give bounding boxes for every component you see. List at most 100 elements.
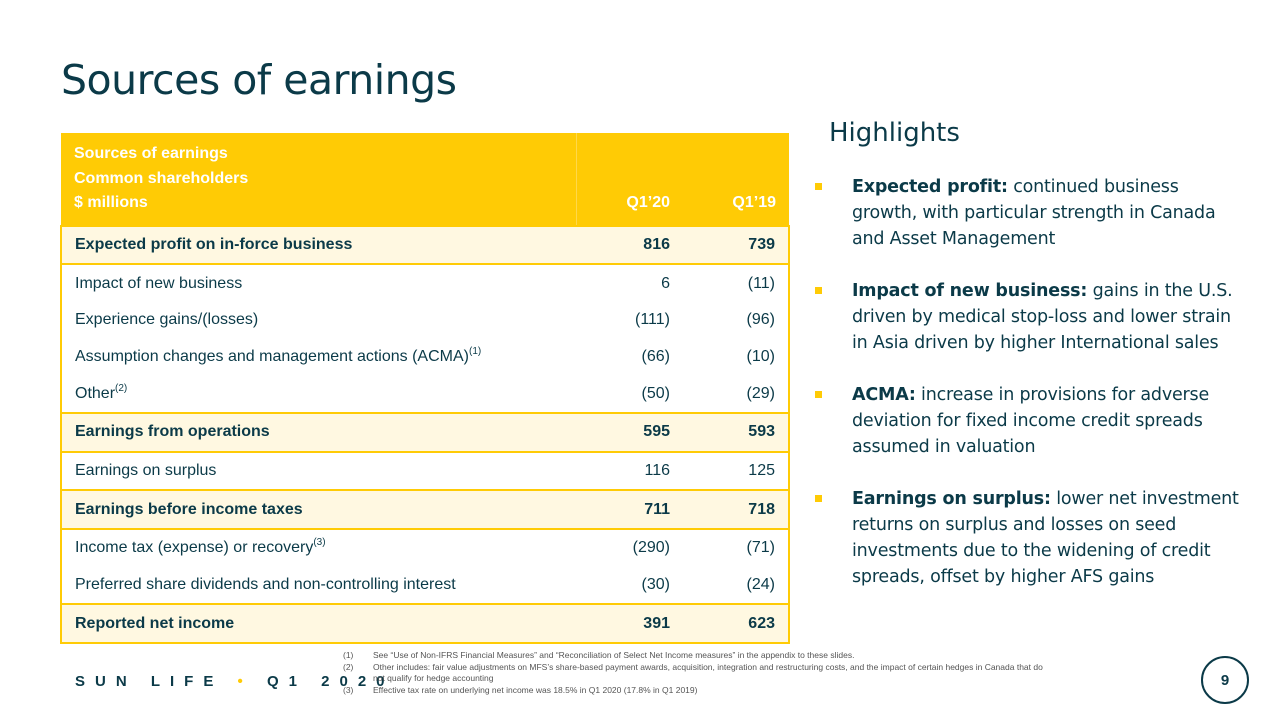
- row-label-text: Experience gains/(losses): [75, 311, 259, 329]
- value-q1-20: 391: [576, 604, 683, 644]
- highlights-panel: Highlights Expected profit: continued bu…: [815, 118, 1249, 616]
- footnote-ref: (1): [468, 345, 482, 357]
- value-q1-19: 125: [748, 461, 775, 479]
- highlight-text: continued business growth, with particul…: [852, 177, 1216, 249]
- value-q1-19: (11): [747, 274, 775, 292]
- brand-period: Q1 2020: [266, 673, 395, 690]
- row-label-text: Earnings before income taxes: [75, 500, 303, 518]
- table-body: Expected profit on in-force business 816 7…: [61, 225, 789, 644]
- table-row: Assumption changes and management action…: [61, 338, 789, 376]
- value-q1-19: 739: [683, 225, 789, 265]
- footnote-text: Effective tax rate on underlying net inc…: [373, 684, 698, 695]
- value-q1-19: (10): [746, 347, 775, 365]
- highlight-item: ACMA: increase in provisions for adverse…: [815, 382, 1249, 460]
- footnote-item: (2) Other includes: fair value adjustment…: [343, 662, 1053, 685]
- row-label: Earnings from operations: [61, 412, 577, 452]
- square-bullet-icon: [815, 287, 822, 294]
- value-q1-20: (50): [641, 384, 670, 402]
- table-row: Experience gains/(losses) (111) (96): [61, 301, 789, 339]
- sources-of-earnings-table: Sources of earnings Common shareholders …: [60, 133, 790, 644]
- table-row: Earnings from operations 595 593: [61, 412, 789, 452]
- brand-name: SUN LIFE: [75, 673, 224, 690]
- value-q1-19: (29): [746, 384, 775, 402]
- row-label-text: Preferred share dividends and non-contro…: [75, 576, 456, 594]
- table-row: Other(2) (50) (29): [61, 375, 789, 413]
- row-label: Reported net income: [61, 604, 577, 644]
- column-header-q1-20: Q1’20: [576, 133, 683, 226]
- value-q1-19: (71): [746, 539, 775, 557]
- brand-footer: SUN LIFE • Q1 2020: [75, 673, 395, 690]
- highlight-text: gains in the U.S. driven by medical stop…: [852, 281, 1233, 353]
- table-row: Income tax (expense) or recovery(3) (290)…: [61, 529, 789, 567]
- page-number-badge: 9: [1201, 656, 1249, 704]
- row-label: Earnings before income taxes: [61, 490, 577, 529]
- row-label: Other(2): [61, 375, 577, 413]
- row-label-text: Income tax (expense) or recovery: [75, 539, 314, 557]
- footnotes: (1) See “Use of Non-IFRS Financial Measur…: [343, 650, 1053, 696]
- highlights-list: Expected profit: continued business grow…: [815, 174, 1249, 590]
- page-number: 9: [1220, 671, 1230, 689]
- highlights-title: Highlights: [829, 118, 960, 148]
- value-q1-20: 816: [576, 225, 683, 265]
- footnote-number: (1): [343, 650, 354, 660]
- footnote-item: (3) Effective tax rate on underlying net …: [343, 685, 1053, 697]
- row-label-text: Earnings on surplus: [75, 461, 217, 479]
- row-label-text: Earnings from operations: [75, 423, 270, 441]
- square-bullet-icon: [815, 495, 822, 502]
- page-title: Sources of earnings: [61, 56, 457, 104]
- header-line-2: Common shareholders: [74, 169, 249, 187]
- row-label: Earnings on surplus: [61, 452, 577, 491]
- value-q1-20: 595: [576, 412, 683, 452]
- value-q1-19: 718: [683, 490, 789, 529]
- table-header-row: Sources of earnings Common shareholders …: [61, 133, 789, 226]
- row-label-text: Expected profit on in-force business: [75, 235, 353, 253]
- column-header-q1-19: Q1’19: [683, 133, 789, 226]
- value-q1-20: 116: [644, 461, 670, 479]
- highlight-heading: Earnings on surplus:: [852, 489, 1051, 509]
- value-q1-20: 6: [661, 274, 670, 292]
- row-label: Expected profit on in-force business: [61, 225, 577, 265]
- table-row: Preferred share dividends and non-contro…: [61, 566, 789, 605]
- header-line-3: $ millions: [74, 194, 148, 211]
- table-row: Reported net income 391 623: [61, 604, 789, 644]
- value-q1-20: 711: [576, 490, 683, 529]
- highlight-text: lower net investment returns on surplus …: [852, 489, 1239, 587]
- value-q1-20: (66): [641, 347, 670, 365]
- value-q1-19: 593: [683, 412, 789, 452]
- footnote-ref: (2): [115, 382, 128, 394]
- square-bullet-icon: [815, 391, 822, 398]
- footnote-number: (3): [343, 684, 354, 695]
- row-label-text: Impact of new business: [75, 274, 243, 292]
- value-q1-19: (96): [746, 311, 775, 329]
- footnote-ref: (3): [313, 537, 326, 549]
- value-q1-20: (30): [641, 576, 670, 594]
- header-label-cell: Sources of earnings Common shareholders …: [61, 133, 577, 226]
- row-label-text: Reported net income: [75, 614, 235, 632]
- bullet-dot-icon: •: [237, 673, 253, 690]
- value-q1-20: (111): [635, 311, 670, 329]
- row-label: Assumption changes and management action…: [61, 339, 577, 376]
- table-row: Impact of new business 6 (11): [61, 264, 789, 302]
- footnote-text: See “Use of Non-IFRS Financial Measures”…: [373, 650, 855, 660]
- highlight-heading: ACMA:: [852, 385, 916, 405]
- highlight-heading: Expected profit:: [852, 177, 1008, 197]
- row-label: Experience gains/(losses): [61, 302, 577, 339]
- row-label-text: Assumption changes and management action…: [75, 347, 469, 365]
- square-bullet-icon: [815, 183, 822, 190]
- highlight-item: Expected profit: continued business grow…: [815, 174, 1249, 252]
- table-row: Earnings before income taxes 711 718: [61, 490, 789, 529]
- value-q1-19: 623: [683, 604, 789, 644]
- row-label: Preferred share dividends and non-contro…: [61, 567, 577, 605]
- value-q1-19: (24): [746, 576, 775, 594]
- value-q1-20: (290): [632, 539, 670, 557]
- header-line-1: Sources of earnings: [74, 145, 228, 162]
- highlight-heading: Impact of new business:: [852, 281, 1088, 301]
- row-label: Income tax (expense) or recovery(3): [61, 529, 577, 567]
- footnote-item: (1) See “Use of Non-IFRS Financial Measur…: [343, 650, 1053, 662]
- row-label: Impact of new business: [61, 264, 577, 302]
- table-row: Earnings on surplus 116 125: [61, 451, 789, 491]
- highlight-item: Impact of new business: gains in the U.S…: [815, 278, 1249, 356]
- highlight-item: Earnings on surplus: lower net investmen…: [815, 486, 1249, 590]
- footnote-number: (2): [343, 661, 354, 672]
- table-row: Expected profit on in-force business 816 7…: [61, 225, 789, 265]
